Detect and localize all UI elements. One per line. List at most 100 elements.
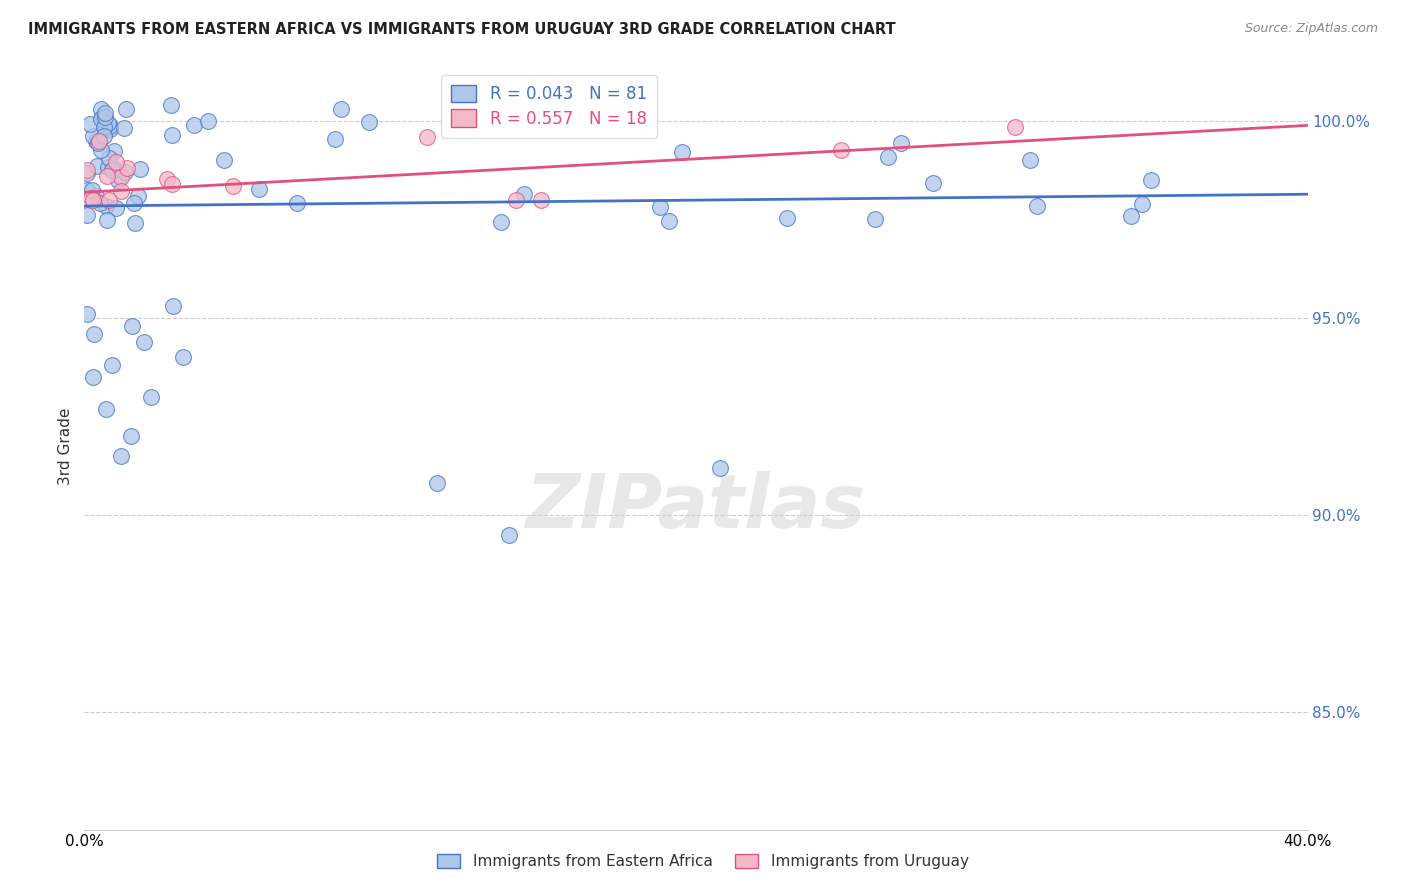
Point (1140, 172, 1163, 186)
Point (100, 162, 122, 177)
Point (139, 390, 162, 404)
Point (285, 196, 308, 211)
Point (709, 460, 731, 475)
Point (89, 134, 111, 148)
Point (1025, 198, 1047, 212)
Point (426, 476, 449, 491)
Point (498, 118, 520, 132)
Legend: R = 0.043   N = 81, R = 0.557   N = 18: R = 0.043 N = 81, R = 0.557 N = 18 (441, 75, 657, 137)
Point (877, 150, 900, 164)
Point (96, 169, 118, 184)
Point (96, 212, 118, 227)
Point (329, 102, 352, 116)
Point (90, 112, 112, 127)
Text: Source: ZipAtlas.com: Source: ZipAtlas.com (1244, 22, 1378, 36)
Point (83, 326, 105, 341)
Point (124, 216, 146, 230)
Point (222, 179, 245, 194)
Point (513, 187, 536, 202)
Point (658, 214, 681, 228)
Point (671, 145, 693, 159)
Point (91, 110, 114, 124)
Point (505, 193, 527, 207)
Point (76, 208, 98, 222)
Point (160, 98, 183, 112)
Point (416, 130, 439, 145)
Point (84, 189, 107, 203)
Y-axis label: 3rd Grade: 3rd Grade (58, 408, 73, 484)
Point (1019, 153, 1042, 167)
Point (132, 334, 155, 349)
Point (127, 188, 149, 202)
Point (98, 121, 121, 136)
Point (112, 121, 135, 136)
Point (104, 155, 127, 169)
Point (121, 318, 143, 333)
Point (115, 161, 138, 175)
Point (530, 193, 553, 207)
Point (172, 351, 194, 365)
Point (247, 182, 270, 196)
Point (94, 122, 117, 136)
Point (93, 120, 115, 134)
Point (498, 527, 520, 541)
Point (98, 193, 121, 207)
Point (89, 196, 111, 211)
Point (104, 201, 127, 215)
Point (82, 370, 104, 384)
Point (890, 136, 912, 150)
Point (357, 115, 380, 129)
Point (775, 211, 797, 226)
Point (76, 183, 98, 197)
Point (97, 116, 120, 130)
Point (1121, 209, 1143, 223)
Point (648, 200, 671, 214)
Text: IMMIGRANTS FROM EASTERN AFRICA VS IMMIGRANTS FROM URUGUAY 3RD GRADE CORRELATION : IMMIGRANTS FROM EASTERN AFRICA VS IMMIGR… (28, 22, 896, 37)
Point (129, 162, 152, 177)
Point (76, 162, 98, 177)
Point (94, 106, 117, 120)
Point (214, 153, 236, 167)
Point (114, 165, 136, 179)
Point (489, 215, 512, 229)
Point (82, 193, 104, 207)
Point (1004, 120, 1026, 134)
Point (162, 299, 184, 313)
Point (96, 199, 118, 213)
Point (863, 212, 886, 227)
Point (86, 159, 108, 173)
Point (80, 190, 103, 204)
Point (162, 128, 184, 142)
Point (830, 143, 852, 157)
Point (120, 429, 142, 443)
Point (122, 196, 145, 211)
Point (79, 117, 101, 131)
Point (90, 102, 112, 116)
Point (110, 184, 132, 198)
Point (107, 173, 129, 187)
Point (531, 95, 554, 110)
Point (162, 177, 184, 191)
Point (76, 166, 98, 180)
Point (921, 177, 943, 191)
Point (82, 129, 104, 144)
Point (110, 449, 132, 463)
Point (101, 161, 124, 175)
Point (93, 110, 115, 124)
Point (100, 359, 122, 373)
Point (96, 401, 118, 416)
Point (103, 144, 125, 158)
Point (87, 136, 110, 151)
Point (156, 172, 179, 186)
Point (323, 132, 346, 146)
Point (110, 169, 132, 184)
Point (93, 128, 115, 143)
Point (183, 118, 205, 132)
Legend: Immigrants from Eastern Africa, Immigrants from Uruguay: Immigrants from Eastern Africa, Immigran… (432, 848, 974, 875)
Point (197, 113, 219, 128)
Point (90, 143, 112, 157)
Point (115, 102, 138, 116)
Point (96, 161, 118, 175)
Point (98, 151, 121, 165)
Point (80, 183, 103, 197)
